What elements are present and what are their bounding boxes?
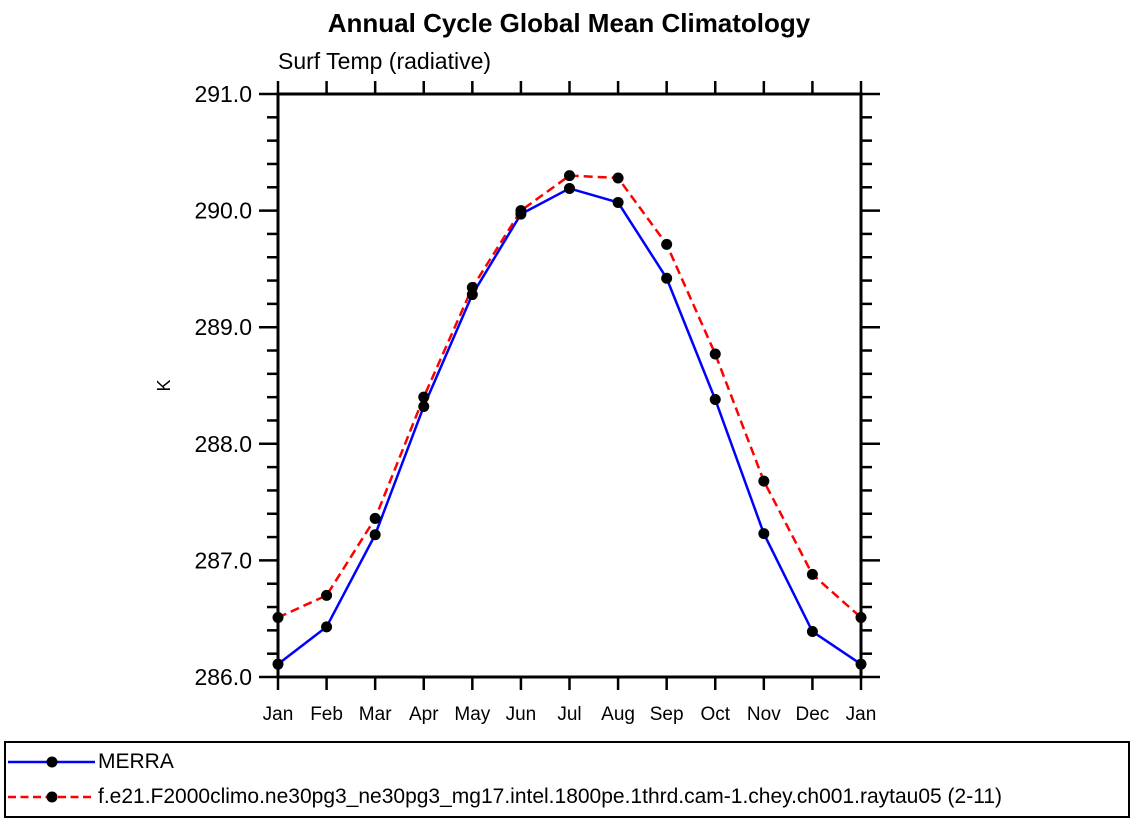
x-tick-label: Apr xyxy=(409,704,439,725)
x-tick-label: Jan xyxy=(846,704,877,725)
y-axis-title: K xyxy=(154,379,174,391)
legend-item-model: f.e21.F2000climo.ne30pg3_ne30pg3_mg17.in… xyxy=(8,780,1128,814)
x-tick-label: Jul xyxy=(557,704,581,725)
legend-label-model: f.e21.F2000climo.ne30pg3_ne30pg3_mg17.in… xyxy=(98,784,1003,808)
plot-area: 286.0 287.0 288.0 289.0 290.0 291.0 Jan Feb Mar A… xyxy=(154,81,880,725)
x-tick-label: Nov xyxy=(747,704,781,725)
legend-box: MERRA f.e21.F2000climo.ne30pg3_ne30pg3_m… xyxy=(4,741,1130,818)
chart-subtitle: Surf Temp (radiative) xyxy=(278,48,492,74)
x-tick-label: May xyxy=(454,704,490,725)
x-tick-label: Oct xyxy=(700,704,730,725)
x-tick-label: Dec xyxy=(796,704,830,725)
y-tick-label: 290.0 xyxy=(194,198,252,224)
series-line-0 xyxy=(277,187,862,666)
legend-sample-marker xyxy=(46,756,58,768)
y-tick-label: 286.0 xyxy=(194,664,252,690)
legend-item-merra: MERRA xyxy=(8,745,1128,779)
series-markers-0 xyxy=(272,182,867,670)
x-tick-label: Mar xyxy=(359,704,392,725)
y-tick-label: 291.0 xyxy=(194,81,252,107)
y-tick-label: 289.0 xyxy=(194,314,252,340)
x-axis-tick-labels: Jan Feb Mar Apr May Jun Jul Aug Sep Oct Nov Dec Jan xyxy=(263,704,877,725)
legend-label-merra: MERRA xyxy=(98,750,174,774)
legend-sample-marker xyxy=(46,791,58,803)
x-tick-label: Jan xyxy=(263,704,294,725)
chart-title: Annual Cycle Global Mean Climatology xyxy=(327,8,811,38)
x-tick-label: Jun xyxy=(506,704,537,725)
x-tick-label: Sep xyxy=(650,704,684,725)
series-markers-1 xyxy=(272,170,867,624)
legend-line-sample-model xyxy=(8,791,95,803)
y-tick-label: 287.0 xyxy=(194,547,252,573)
y-axis-tick-labels: 286.0 287.0 288.0 289.0 290.0 291.0 xyxy=(194,81,252,690)
legend-line-sample-merra xyxy=(8,756,95,768)
x-tick-label: Feb xyxy=(310,704,343,725)
axes xyxy=(259,81,880,690)
y-tick-label: 288.0 xyxy=(194,431,252,457)
plot-border xyxy=(276,92,863,679)
x-tick-label: Aug xyxy=(601,704,635,725)
